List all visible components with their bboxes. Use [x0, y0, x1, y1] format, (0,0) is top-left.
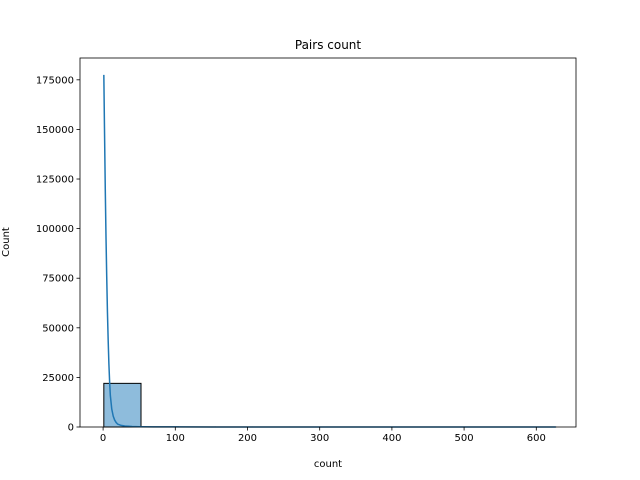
y-tick-label: 75000	[42, 274, 74, 285]
y-tick-label: 50000	[42, 323, 74, 334]
x-tick-label: 300	[310, 433, 329, 444]
y-tick-label: 100000	[36, 224, 74, 235]
plot-frame	[79, 57, 577, 428]
chart-title: Pairs count	[295, 38, 362, 52]
y-tick-label: 150000	[36, 125, 74, 136]
y-tick-label: 125000	[36, 175, 74, 186]
x-tick-label: 500	[455, 433, 474, 444]
y-axis-label: Count	[1, 227, 12, 257]
x-tick-label: 400	[382, 433, 401, 444]
y-tick-label: 175000	[36, 75, 74, 86]
y-tick-label: 25000	[42, 373, 74, 384]
x-axis-ticks: 0 100 200 300 400 500 600	[100, 427, 546, 444]
x-tick-label: 600	[527, 433, 546, 444]
x-axis-label: count	[314, 459, 342, 470]
x-tick-label: 0	[100, 433, 106, 444]
y-tick-label: 0	[68, 423, 74, 434]
x-tick-label: 200	[238, 433, 257, 444]
y-axis-ticks: 0 25000 50000 75000 100000 125000 150000 175000	[36, 75, 80, 434]
x-tick-label: 100	[166, 433, 185, 444]
